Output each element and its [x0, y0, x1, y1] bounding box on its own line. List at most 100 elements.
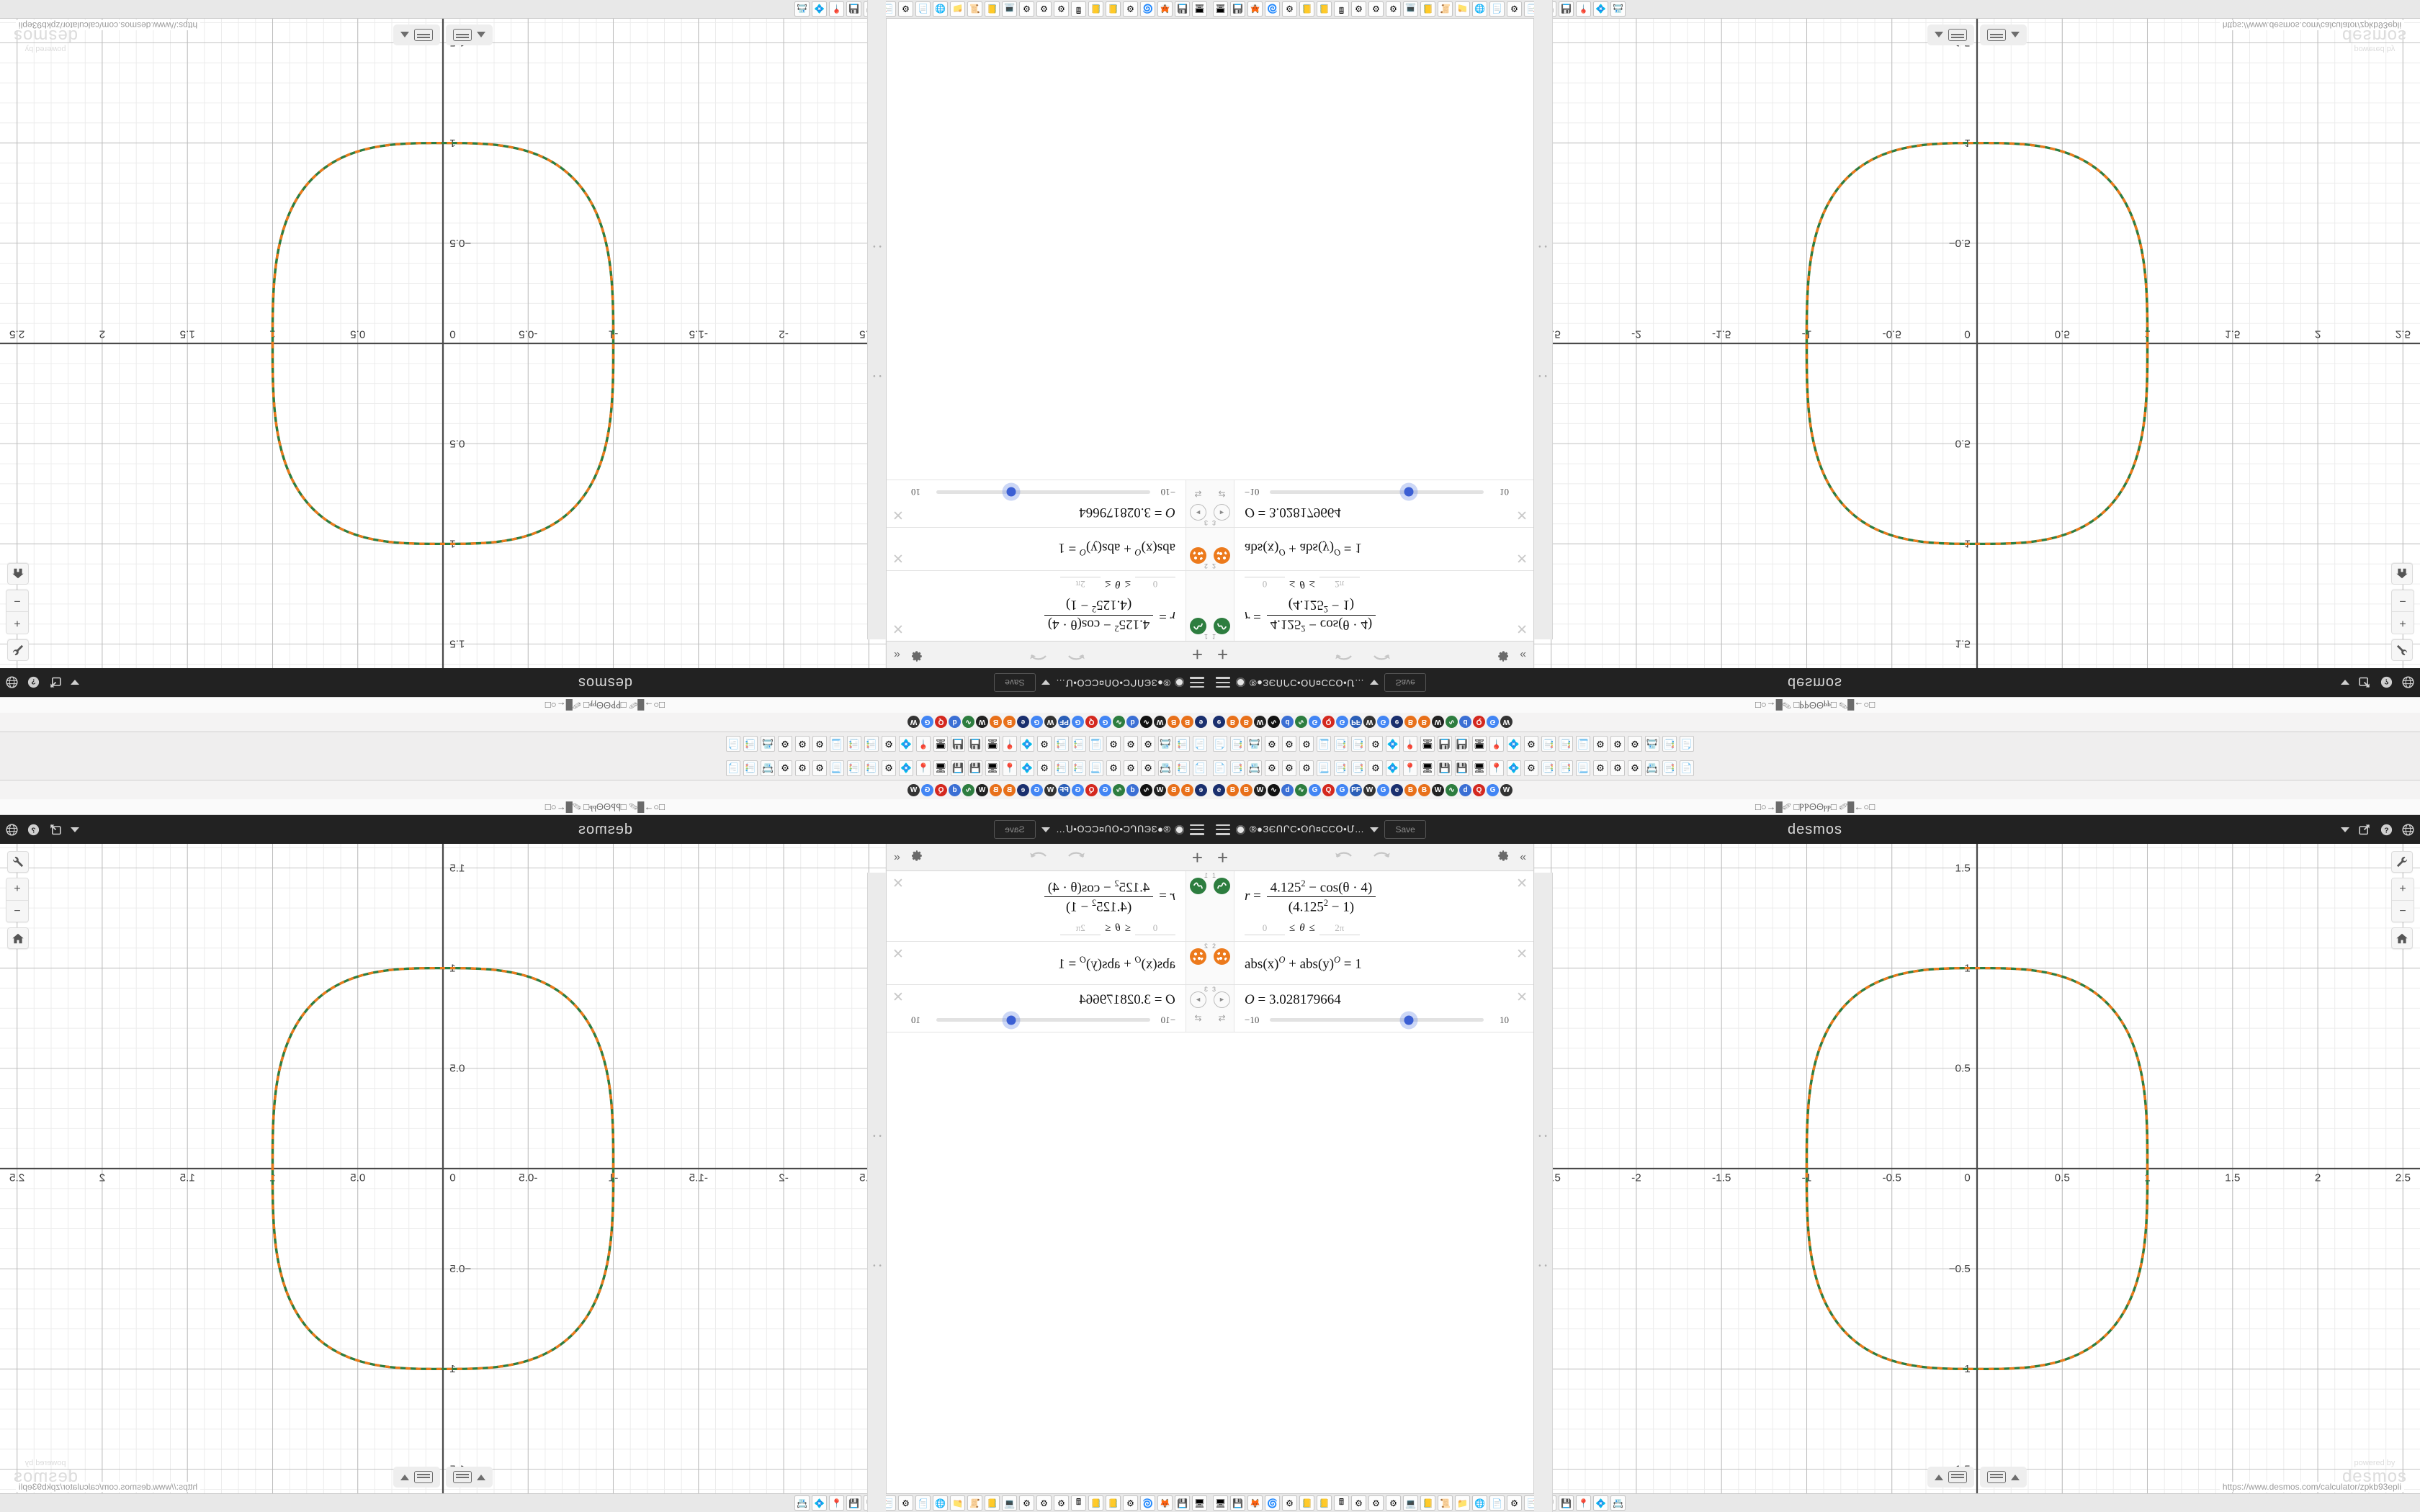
- bookmark-chip[interactable]: 📇: [1158, 736, 1173, 752]
- browser-tab-favicon[interactable]: B: [990, 783, 1002, 796]
- plus-icon[interactable]: +: [1191, 846, 1203, 868]
- bookmark-chip[interactable]: ⚙: [812, 736, 827, 752]
- undo-icon[interactable]: [1067, 850, 1085, 865]
- taskbar-item[interactable]: 💠: [812, 1495, 827, 1511]
- browser-tab-favicon[interactable]: d: [949, 716, 961, 729]
- play-icon[interactable]: ►: [1190, 991, 1206, 1008]
- browser-tab-favicon[interactable]: Q: [1473, 783, 1485, 796]
- slider-thumb[interactable]: [1006, 1015, 1016, 1025]
- browser-tab-favicon[interactable]: d: [1126, 716, 1139, 729]
- expression-content-2[interactable]: abs(x)O + abs(y)O = 1: [1234, 528, 1533, 570]
- browser-tab-favicon[interactable]: W: [1363, 783, 1376, 796]
- browser-tab-favicon[interactable]: B: [990, 716, 1002, 729]
- bookmark-chip[interactable]: ⚙: [1524, 736, 1538, 752]
- green-curve-bubble[interactable]: [1214, 878, 1230, 894]
- taskbar-item[interactable]: 📍: [1576, 1495, 1591, 1511]
- bookmark-chip[interactable]: 📍: [916, 736, 931, 752]
- close-icon[interactable]: ✕: [1516, 946, 1528, 962]
- polar-domain-row[interactable]: 0 ≤ θ ≤ 2π: [1245, 577, 1509, 590]
- chevron-double-left-icon[interactable]: «: [894, 649, 900, 662]
- bookmark-chip[interactable]: 💠: [1020, 760, 1034, 776]
- expression-row-1[interactable]: 1 r =: [887, 570, 1210, 641]
- taskbar-item[interactable]: 📄: [1489, 1, 1505, 17]
- taskbar-item[interactable]: ⚙: [1036, 1, 1052, 17]
- domain-max-input[interactable]: 2π: [1060, 577, 1101, 590]
- browser-tab-favicon[interactable]: W: [976, 783, 988, 796]
- browser-tab-strip[interactable]: □○→█✐ □ⲢⲢΘΘⲣⲣ□ ✐█←○□: [0, 799, 1210, 815]
- bookmark-chip[interactable]: 📃: [830, 760, 844, 776]
- graph-canvas[interactable]: -2.5-2-1.5-1-0.50.511.522.50−1.5−1−0.50.…: [1534, 19, 2420, 668]
- bookmark-chip[interactable]: ⚙: [1628, 760, 1642, 776]
- slider-min-label[interactable]: −10: [1160, 487, 1175, 498]
- chevron-double-left-icon[interactable]: «: [1520, 850, 1526, 863]
- graph-title-area[interactable]: ®●ЗЄՈՐС•ՕՈ¤ССՕ•Մ…: [1056, 824, 1184, 835]
- browser-bookmarks-bar[interactable]: 📄 📑 📇 ⚙ ⚙ ⚙ 📃 📑 📑 ⚙ 💠 📍 🖥 💾 💾 🖥 📍 💠 ⚙ 📑 📑 📃 ⚙ ⚙ ⚙ 📇 📑 📄: [1210, 732, 2420, 756]
- taskbar-item[interactable]: 🌐: [1472, 1, 1487, 17]
- browser-tab-favicon[interactable]: W: [908, 716, 920, 729]
- panel-resize-handle[interactable]: • • • •: [1534, 0, 1553, 639]
- chevron-down-icon[interactable]: [1370, 680, 1379, 685]
- browser-tab-favicon[interactable]: e: [1213, 716, 1225, 729]
- slider-value[interactable]: 3.028179664: [1268, 505, 1341, 521]
- browser-tab-favicon[interactable]: Q: [1473, 716, 1485, 729]
- bookmark-chip[interactable]: 📃: [1317, 736, 1331, 752]
- taskbar-item[interactable]: ⚙: [1054, 1495, 1069, 1511]
- bookmark-chip[interactable]: 📑: [1334, 760, 1348, 776]
- browser-tab-favicon[interactable]: ∿: [1268, 783, 1280, 796]
- chevron-down-icon[interactable]: [1041, 827, 1050, 832]
- browser-tab-favicon[interactable]: PF: [1350, 716, 1362, 729]
- browser-tab-favicon[interactable]: G: [1309, 716, 1321, 729]
- browser-tab-favicon[interactable]: G: [1487, 783, 1499, 796]
- taskbar-item[interactable]: 💠: [812, 1, 827, 17]
- bookmark-chip[interactable]: ⚙: [1124, 760, 1138, 776]
- taskbar-item[interactable]: 📒: [1106, 1, 1121, 17]
- browser-tab-favicon[interactable]: d: [1281, 783, 1294, 796]
- bookmark-chip[interactable]: 💠: [1507, 736, 1521, 752]
- bookmark-chip[interactable]: ⚙: [1593, 736, 1608, 752]
- slider-row[interactable]: −10 10: [1245, 486, 1509, 498]
- browser-tab-favicon[interactable]: G: [1487, 716, 1499, 729]
- bookmark-chip[interactable]: 🖥: [1420, 760, 1435, 776]
- graph-title[interactable]: ®●ЗЄՈՐС•ՕՈ¤ССՕ•Մ…: [1055, 678, 1170, 688]
- bookmark-chip[interactable]: 🖥: [1420, 736, 1435, 752]
- bookmark-chip[interactable]: ⚙: [1141, 760, 1155, 776]
- close-icon[interactable]: ✕: [1516, 507, 1528, 523]
- close-icon[interactable]: ✕: [892, 876, 904, 891]
- taskbar-item[interactable]: 💾: [846, 1495, 861, 1511]
- zoom-out-icon[interactable]: −: [6, 590, 28, 612]
- browser-tab-favicon[interactable]: Q: [935, 716, 947, 729]
- bookmark-chip[interactable]: ⚙: [1141, 736, 1155, 752]
- undo-icon[interactable]: [1335, 647, 1353, 662]
- keyboard-toggle-right[interactable]: [1980, 1467, 2027, 1488]
- domain-min-input[interactable]: 0: [1245, 922, 1285, 935]
- domain-min-input[interactable]: 0: [1245, 577, 1285, 590]
- expression-row-2[interactable]: 2 abs(x)O + abs(y)O = 1: [887, 527, 1210, 571]
- bookmark-chip[interactable]: 💾: [951, 736, 965, 752]
- home-icon[interactable]: [7, 563, 29, 585]
- loop-icon[interactable]: ⇄: [1194, 489, 1202, 500]
- bookmark-chip[interactable]: 📇: [1247, 760, 1262, 776]
- expression-content-3[interactable]: O = 3.028179664 −10: [887, 480, 1186, 527]
- bookmark-chip[interactable]: ⚙: [1124, 736, 1138, 752]
- bookmark-chip[interactable]: ⚙: [1524, 760, 1538, 776]
- bookmark-chip[interactable]: ⚙: [1282, 736, 1296, 752]
- bookmark-chip[interactable]: 📍: [1403, 760, 1417, 776]
- bookmark-chip[interactable]: 📃: [830, 736, 844, 752]
- taskbar-item[interactable]: 💠: [1593, 1, 1608, 17]
- bookmark-chip[interactable]: 📄: [1213, 736, 1227, 752]
- bookmark-chip[interactable]: 📑: [1662, 736, 1677, 752]
- taskbar-item[interactable]: 🖥: [1213, 1, 1228, 17]
- bookmark-chip[interactable]: ⚙: [812, 760, 827, 776]
- bookmark-chip[interactable]: 💠: [1507, 760, 1521, 776]
- browser-tab-favicon[interactable]: ∿: [1268, 716, 1280, 729]
- taskbar-item[interactable]: ⚙: [1507, 1495, 1522, 1511]
- taskbar-item[interactable]: 🖩: [1334, 1, 1349, 17]
- bookmark-chip[interactable]: ⚙: [1610, 760, 1625, 776]
- taskbar-item[interactable]: 📒: [1106, 1495, 1121, 1511]
- slider-track[interactable]: [936, 1015, 1150, 1025]
- browser-tab-favicon[interactable]: G: [1099, 783, 1111, 796]
- bookmark-chip[interactable]: 📃: [1576, 736, 1590, 752]
- browser-tab-favicon[interactable]: d: [1459, 783, 1471, 796]
- slider-value[interactable]: 3.028179664: [1079, 505, 1152, 521]
- slider-thumb[interactable]: [1006, 487, 1016, 497]
